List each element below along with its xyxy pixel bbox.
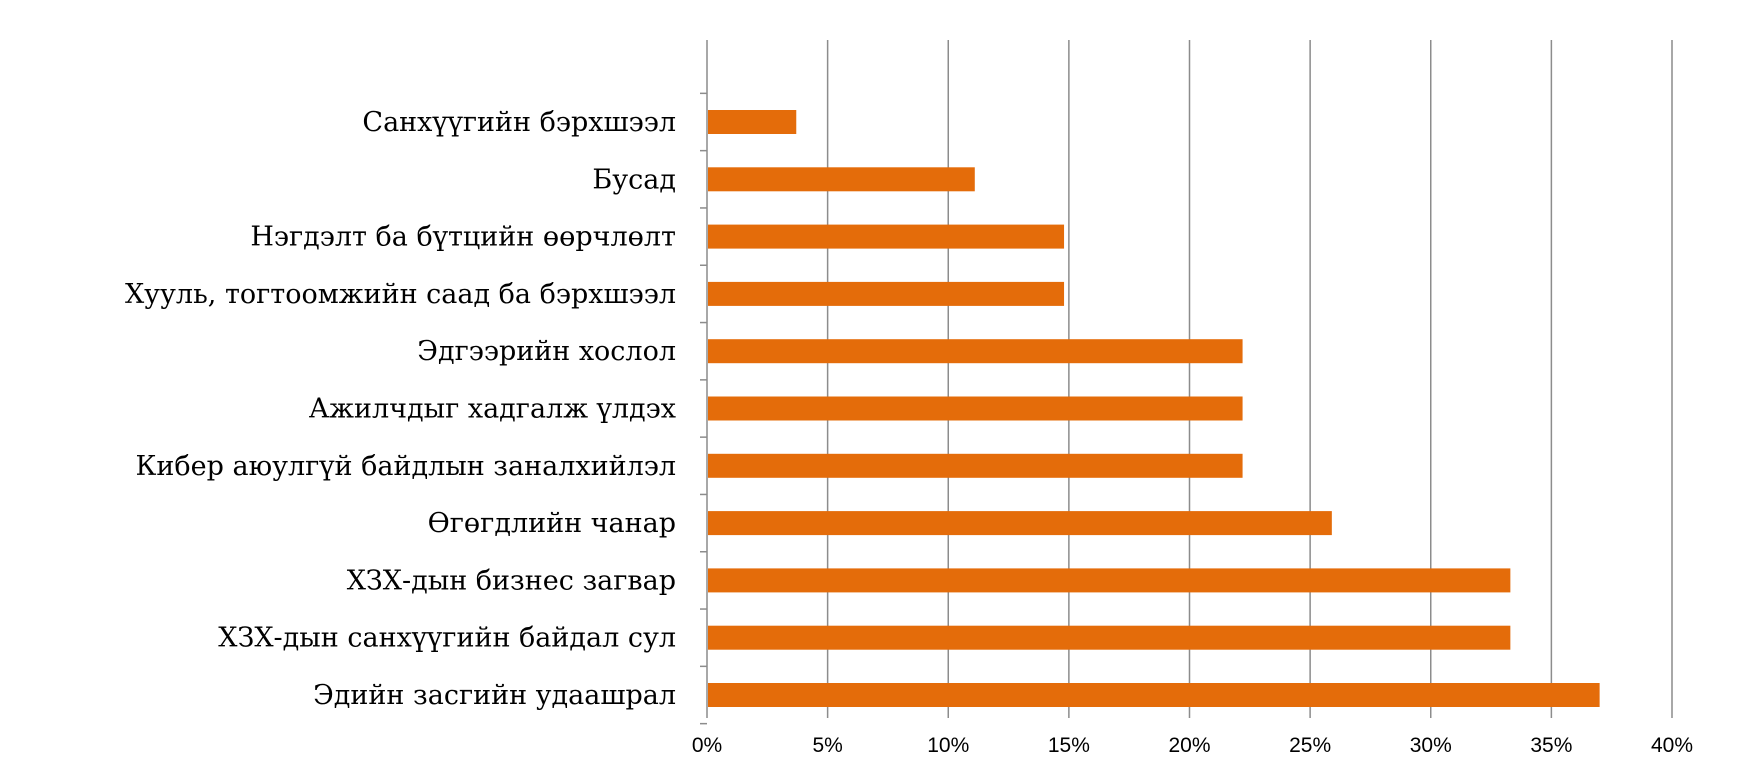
category-labels: Санхүүгийн бэрхшээл Бусад Нэгдэлт ба бүтци… (125, 107, 676, 711)
bar (708, 511, 1332, 536)
bar (708, 625, 1511, 650)
category-label: Хууль, тогтоомжийн саад ба бэрхшээл (125, 279, 676, 310)
x-tick-label: 0% (692, 734, 722, 757)
x-tick-label: 35% (1530, 734, 1572, 757)
x-tick-label: 15% (1048, 734, 1090, 757)
x-tick-label: 20% (1168, 734, 1210, 757)
category-label: Эдийн засгийн удаашрал (313, 680, 676, 711)
category-label: Нэгдэлт ба бүтцийн өөрчлөлт (250, 222, 676, 253)
x-tick-label: 10% (927, 734, 969, 757)
y-axis (700, 40, 708, 725)
bar (708, 110, 797, 134)
x-tick-label: 40% (1651, 734, 1693, 757)
x-tick-label: 30% (1410, 734, 1452, 757)
category-label: ХЗХ-дын бизнес загвар (347, 565, 676, 596)
category-label: ХЗХ-дын санхүүгийн байдал сул (218, 623, 676, 654)
category-label: Кибер аюулгүй байдлын заналхийлэл (135, 451, 676, 482)
bar (708, 281, 1065, 306)
category-label: Ажилчдыг хадгалж үлдэх (309, 394, 676, 425)
x-tick-label: 5% (812, 734, 842, 757)
category-label: Санхүүгийн бэрхшээл (362, 107, 676, 138)
bars (708, 110, 1600, 707)
bar (708, 396, 1243, 421)
bar (708, 167, 975, 192)
bar (708, 683, 1600, 707)
gridlines (826, 40, 1673, 718)
x-tick-labels: 0% 5% 10% 15% 20% 25% 30% 35% 40% (692, 734, 1693, 757)
bar (708, 453, 1243, 478)
category-label: Өгөгдлийн чанар (428, 508, 676, 539)
x-tick-label: 25% (1289, 734, 1331, 757)
bar (708, 339, 1243, 364)
category-label: Бусад (592, 164, 676, 195)
category-label: Эдгээрийн хослол (417, 336, 676, 367)
bar (708, 224, 1065, 249)
bar (708, 568, 1511, 593)
